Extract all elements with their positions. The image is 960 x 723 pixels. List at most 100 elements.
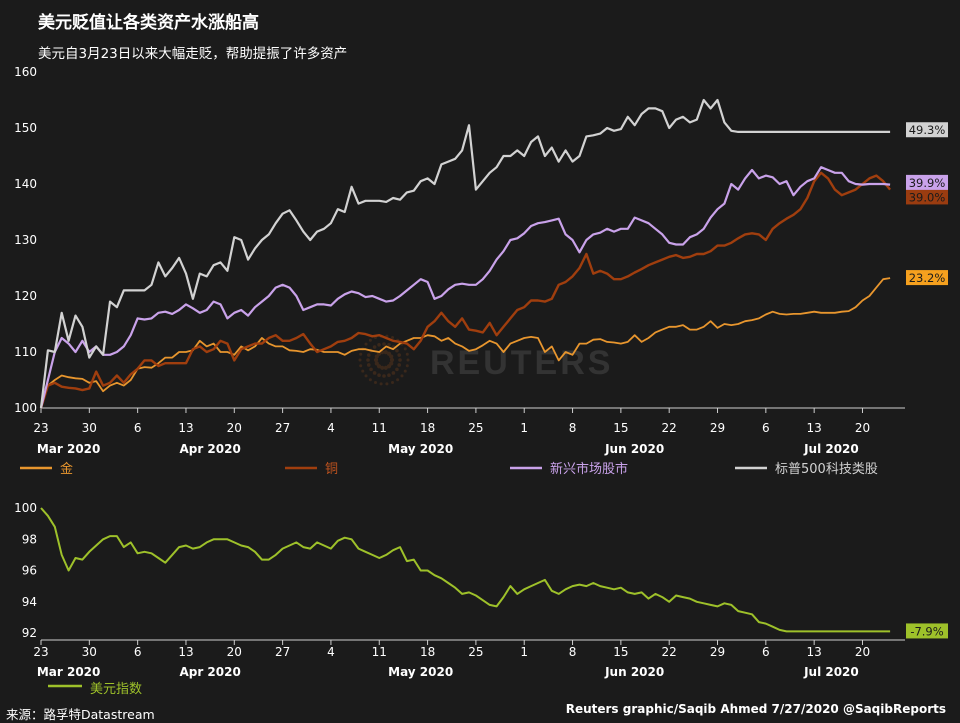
- logo-dot: [368, 378, 372, 382]
- x-tick-label: 6: [762, 421, 770, 435]
- logo-dot: [368, 338, 372, 342]
- logo-dot: [398, 358, 402, 362]
- end-label-text: -7.9%: [910, 624, 943, 638]
- chart-title: 美元贬值让各类资产水涨船高: [38, 13, 259, 33]
- x-tick-label: 13: [178, 421, 193, 435]
- x-tick-label: 20: [227, 645, 242, 659]
- x-tick-label: 13: [807, 421, 822, 435]
- logo-dot: [359, 364, 363, 368]
- credit-line: Reuters graphic/Saqib Ahmed 7/27/2020 @S…: [565, 702, 946, 716]
- end-label-text: 23.2%: [909, 271, 946, 285]
- x-tick-label: 13: [807, 645, 822, 659]
- x-month-label: Jun 2020: [604, 442, 664, 456]
- y-tick-label: 120: [14, 289, 37, 303]
- x-tick-label: 4: [327, 645, 335, 659]
- x-tick-label: 23: [33, 645, 48, 659]
- x-tick-label: 1: [520, 421, 528, 435]
- logo-dot: [372, 345, 377, 349]
- reuters-watermark: REUTERS: [358, 334, 610, 386]
- x-tick-label: 13: [178, 645, 193, 659]
- x-tick-label: 25: [468, 645, 483, 659]
- y-tick-label: 110: [14, 345, 37, 359]
- x-tick-label: 22: [662, 645, 677, 659]
- x-tick-label: 29: [710, 645, 725, 659]
- end-label: 49.3%: [906, 122, 948, 137]
- series-line-copper: [39, 171, 892, 409]
- chart-subtitle: 美元自3月23日以来大幅走贬，帮助提振了许多资产: [38, 46, 348, 62]
- x-month-label: Mar 2020: [37, 442, 101, 456]
- logo-dot: [374, 354, 379, 359]
- end-label-box: [906, 270, 948, 286]
- logo-dot: [382, 342, 386, 346]
- x-tick-label: 27: [275, 645, 290, 659]
- x-tick-label: 27: [275, 421, 290, 435]
- logo-dot: [366, 353, 371, 357]
- x-tick-label: 15: [613, 645, 628, 659]
- y-tick-label: 100: [14, 401, 37, 415]
- logo-dot: [373, 357, 379, 363]
- logo-dot: [372, 371, 377, 375]
- x-month-label: Apr 2020: [179, 665, 240, 679]
- x-tick-label: 22: [662, 421, 677, 435]
- logo-dot: [361, 369, 365, 373]
- legend-label: 铜: [325, 462, 338, 477]
- series-line-em-stocks: [39, 166, 891, 409]
- x-tick-label: 29: [710, 421, 725, 435]
- logo-dot: [391, 336, 395, 340]
- y-tick-label: 92: [22, 626, 37, 640]
- y-tick-label: 96: [22, 564, 37, 578]
- end-label-box: [906, 623, 948, 639]
- y-tick-label: 150: [14, 121, 37, 135]
- x-month-label: May 2020: [388, 442, 453, 456]
- end-label-box: [906, 189, 948, 205]
- reuters-logo-dots: [358, 334, 410, 386]
- end-label: -7.9%: [906, 623, 948, 639]
- series-line-dollar-index: [40, 507, 891, 633]
- end-label-text: 49.3%: [909, 123, 946, 137]
- x-month-label: Apr 2020: [179, 442, 240, 456]
- logo-dot: [405, 364, 409, 368]
- legend-label: 美元指数: [90, 682, 142, 697]
- logo-dot: [380, 365, 385, 370]
- bottom-legend: 美元指数: [48, 682, 142, 697]
- legend-label: 新兴市场股市: [550, 461, 628, 477]
- x-tick-label: 30: [82, 645, 97, 659]
- x-tick-label: 1: [520, 645, 528, 659]
- logo-dot: [395, 348, 399, 353]
- x-tick-label: 18: [420, 645, 435, 659]
- logo-dot: [387, 342, 391, 347]
- logo-dot: [382, 374, 386, 378]
- x-tick-label: 4: [327, 421, 335, 435]
- x-tick-label: 20: [855, 421, 870, 435]
- logo-dot: [406, 358, 410, 362]
- logo-dot: [358, 358, 362, 362]
- x-tick-label: 23: [33, 421, 48, 435]
- logo-dot: [396, 378, 400, 382]
- x-tick-label: 30: [82, 421, 97, 435]
- x-month-label: Jul 2020: [803, 665, 859, 679]
- logo-dot: [383, 350, 388, 355]
- x-tick-label: 18: [420, 421, 435, 435]
- x-tick-label: 11: [372, 421, 387, 435]
- x-month-label: Jul 2020: [803, 442, 859, 456]
- logo-dot: [389, 354, 394, 359]
- logo-dot: [395, 367, 399, 372]
- x-tick-label: 20: [855, 645, 870, 659]
- x-tick-label: 6: [762, 645, 770, 659]
- top-legend: 金 铜 新兴市场股市 标普500科技类股: [20, 461, 878, 477]
- logo-dot: [403, 347, 407, 351]
- end-label-box: [906, 122, 948, 138]
- logo-dot: [405, 352, 409, 356]
- x-tick-label: 25: [468, 421, 483, 435]
- y-tick-label: 140: [14, 177, 37, 191]
- logo-dot: [400, 374, 404, 378]
- logo-dot: [376, 364, 382, 369]
- logo-dot: [397, 363, 402, 367]
- y-tick-label: 100: [14, 501, 37, 515]
- logo-dot: [389, 357, 395, 363]
- x-month-label: Mar 2020: [37, 665, 101, 679]
- y-tick-label: 94: [22, 595, 37, 609]
